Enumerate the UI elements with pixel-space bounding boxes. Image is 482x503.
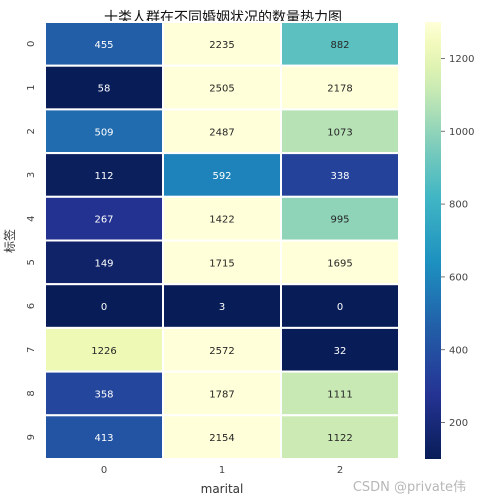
heatmap-cell bbox=[44, 108, 164, 155]
y-tick-label: 1 bbox=[26, 84, 37, 90]
heatmap-cell bbox=[44, 283, 164, 329]
heatmap-cell bbox=[280, 283, 400, 329]
cell-value-label: 509 bbox=[94, 127, 113, 138]
x-tick-label: 1 bbox=[219, 465, 225, 476]
heatmap-cell bbox=[162, 414, 282, 460]
heatmap-cell bbox=[162, 195, 282, 242]
cell-value-label: 882 bbox=[330, 40, 349, 51]
colorbar-tick-label: 1200 bbox=[449, 54, 474, 65]
colorbar-tick-label: 1000 bbox=[449, 127, 474, 138]
cell-value-label: 3 bbox=[219, 302, 225, 313]
cell-value-label: 2178 bbox=[327, 84, 352, 95]
cell-value-label: 32 bbox=[334, 346, 347, 357]
colorbar-ticks: 200 400 600 800 1000 1200 bbox=[441, 54, 474, 429]
cell-value-label: 149 bbox=[94, 258, 113, 269]
cell-value-label: 2487 bbox=[209, 127, 234, 138]
heatmap-cell bbox=[162, 108, 282, 155]
cell-value-label: 1111 bbox=[327, 389, 352, 400]
colorbar-tick-label: 200 bbox=[449, 418, 468, 429]
heatmap-cell bbox=[280, 239, 400, 286]
y-tick-label: 2 bbox=[26, 128, 37, 134]
heatmap-cell bbox=[44, 370, 164, 417]
y-tick-label: 6 bbox=[26, 303, 37, 309]
cell-value-label: 1695 bbox=[327, 258, 352, 269]
heatmap-cell bbox=[44, 414, 164, 460]
cell-value-label: 1715 bbox=[209, 258, 234, 269]
y-tick-label: 3 bbox=[26, 172, 37, 178]
heatmap-cell bbox=[280, 64, 400, 111]
cell-value-label: 2154 bbox=[209, 433, 234, 444]
y-tick-label: 9 bbox=[26, 434, 37, 440]
x-tick-label: 2 bbox=[337, 465, 343, 476]
y-tick-label: 5 bbox=[26, 259, 37, 265]
colorbar-tick-label: 800 bbox=[449, 200, 468, 211]
cell-value-label: 2505 bbox=[209, 84, 234, 95]
cell-value-label: 413 bbox=[94, 433, 113, 444]
x-axis-label: marital bbox=[201, 482, 244, 496]
y-axis-label: 标签 bbox=[2, 229, 17, 253]
colorbar-tick-label: 400 bbox=[449, 345, 468, 356]
heatmap-cell bbox=[280, 414, 400, 460]
colorbar bbox=[425, 22, 441, 459]
cell-value-label: 112 bbox=[94, 171, 113, 182]
heatmap-cell bbox=[280, 195, 400, 242]
x-tick-label: 0 bbox=[101, 465, 107, 476]
heatmap-cell bbox=[280, 326, 400, 373]
y-tick-label: 7 bbox=[26, 347, 37, 353]
cell-value-label: 1073 bbox=[327, 127, 352, 138]
cell-value-label: 995 bbox=[330, 215, 349, 226]
y-tick-label: 4 bbox=[26, 215, 37, 221]
cell-value-label: 358 bbox=[94, 389, 113, 400]
cell-value-label: 338 bbox=[330, 171, 349, 182]
cell-value-label: 58 bbox=[98, 84, 111, 95]
heatmap-cell bbox=[280, 21, 400, 67]
heatmap-cell bbox=[44, 195, 164, 242]
cell-value-label: 1422 bbox=[209, 215, 234, 226]
cell-value-label: 592 bbox=[212, 171, 231, 182]
cell-value-label: 267 bbox=[94, 215, 113, 226]
cell-value-label: 0 bbox=[101, 302, 107, 313]
cell-value-label: 2572 bbox=[209, 346, 234, 357]
y-tick-label: 0 bbox=[26, 41, 37, 47]
cell-value-label: 1226 bbox=[91, 346, 116, 357]
colorbar-tick-label: 600 bbox=[449, 272, 468, 283]
heatmap-cell bbox=[280, 108, 400, 155]
cell-value-label: 455 bbox=[94, 40, 113, 51]
cell-value-label: 1122 bbox=[327, 433, 352, 444]
heatmap-cells: 455 2235 882 58 2505 2178 509 2487 1073 112 592 338… bbox=[44, 21, 400, 460]
y-tick-label: 8 bbox=[26, 390, 37, 396]
cell-value-label: 0 bbox=[337, 302, 343, 313]
watermark: CSDN @private伟 bbox=[352, 480, 466, 495]
heatmap-cell bbox=[162, 152, 282, 198]
cell-value-label: 2235 bbox=[209, 40, 234, 51]
cell-value-label: 1787 bbox=[209, 389, 234, 400]
x-axis-ticks: 0 1 2 bbox=[101, 465, 343, 476]
y-axis-ticks: 0 1 2 3 4 5 6 7 8 9 bbox=[26, 41, 37, 441]
